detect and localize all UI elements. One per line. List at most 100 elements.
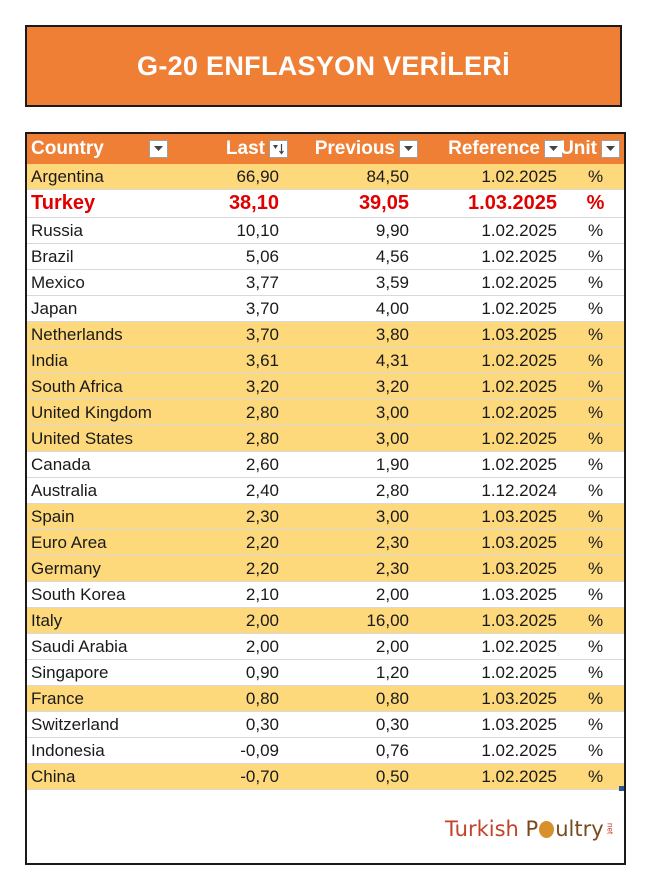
table-row[interactable]: Netherlands 3,70 3,80 1.03.2025% bbox=[27, 321, 624, 348]
cell-unit[interactable]: % bbox=[567, 555, 624, 582]
table-row[interactable]: South Africa 3,20 3,20 1.02.2025% bbox=[27, 373, 624, 400]
cell-previous[interactable]: 1,20 bbox=[292, 659, 422, 686]
cell-last[interactable]: 0,80 bbox=[172, 685, 292, 712]
cell-last[interactable]: 3,70 bbox=[172, 295, 292, 322]
cell-last[interactable]: 2,20 bbox=[172, 555, 292, 582]
cell-country[interactable]: Argentina bbox=[27, 164, 172, 190]
cell-unit[interactable]: % bbox=[567, 425, 624, 452]
table-row[interactable]: United Kingdom 2,80 3,00 1.02.2025% bbox=[27, 399, 624, 426]
cell-last[interactable]: 2,20 bbox=[172, 529, 292, 556]
table-row[interactable]: Brazil 5,06 4,56 1.02.2025% bbox=[27, 243, 624, 270]
cell-country[interactable]: Turkey bbox=[27, 189, 172, 218]
cell-last[interactable]: 3,70 bbox=[172, 321, 292, 348]
selection-fill-handle[interactable] bbox=[619, 786, 624, 791]
table-row[interactable]: Japan 3,70 4,00 1.02.2025% bbox=[27, 295, 624, 322]
cell-reference[interactable]: 1.02.2025 bbox=[422, 451, 567, 478]
cell-previous[interactable]: 2,30 bbox=[292, 555, 422, 582]
cell-reference[interactable]: 1.03.2025 bbox=[422, 529, 567, 556]
cell-reference[interactable]: 1.02.2025 bbox=[422, 763, 567, 790]
cell-last[interactable]: 2,10 bbox=[172, 581, 292, 608]
cell-previous[interactable]: 3,00 bbox=[292, 503, 422, 530]
cell-unit[interactable]: % bbox=[567, 763, 624, 790]
cell-unit[interactable]: % bbox=[567, 711, 624, 738]
cell-reference[interactable]: 1.03.2025 bbox=[422, 581, 567, 608]
table-row[interactable]: Argentina 66,90 84,50 1.02.2025% bbox=[27, 164, 624, 190]
table-row[interactable]: Italy 2,00 16,00 1.03.2025% bbox=[27, 607, 624, 634]
filter-dropdown-icon[interactable] bbox=[399, 140, 418, 158]
cell-country[interactable]: Saudi Arabia bbox=[27, 633, 172, 660]
cell-last[interactable]: 3,77 bbox=[172, 269, 292, 296]
cell-previous[interactable]: 2,00 bbox=[292, 633, 422, 660]
cell-country[interactable]: United States bbox=[27, 425, 172, 452]
cell-country[interactable]: Spain bbox=[27, 503, 172, 530]
cell-last[interactable]: 5,06 bbox=[172, 243, 292, 270]
cell-reference[interactable]: 1.02.2025 bbox=[422, 373, 567, 400]
cell-last[interactable]: 10,10 bbox=[172, 217, 292, 244]
filter-dropdown-icon[interactable] bbox=[544, 140, 563, 158]
cell-unit[interactable]: % bbox=[567, 189, 624, 218]
cell-country[interactable]: China bbox=[27, 763, 172, 790]
cell-country[interactable]: Australia bbox=[27, 477, 172, 504]
table-row[interactable]: China -0,70 0,50 1.02.2025% bbox=[27, 763, 624, 790]
cell-country[interactable]: South Korea bbox=[27, 581, 172, 608]
cell-reference[interactable]: 1.02.2025 bbox=[422, 633, 567, 660]
cell-last[interactable]: 66,90 bbox=[172, 164, 292, 190]
cell-previous[interactable]: 0,50 bbox=[292, 763, 422, 790]
cell-previous[interactable]: 0,80 bbox=[292, 685, 422, 712]
cell-last[interactable]: 2,00 bbox=[172, 633, 292, 660]
cell-reference[interactable]: 1.12.2024 bbox=[422, 477, 567, 504]
cell-unit[interactable]: % bbox=[567, 477, 624, 504]
cell-unit[interactable]: % bbox=[567, 581, 624, 608]
cell-reference[interactable]: 1.02.2025 bbox=[422, 737, 567, 764]
cell-country[interactable]: India bbox=[27, 347, 172, 374]
cell-unit[interactable]: % bbox=[567, 737, 624, 764]
cell-previous[interactable]: 3,59 bbox=[292, 269, 422, 296]
cell-country[interactable]: Singapore bbox=[27, 659, 172, 686]
table-row[interactable]: United States 2,80 3,00 1.02.2025% bbox=[27, 425, 624, 452]
cell-previous[interactable]: 0,30 bbox=[292, 711, 422, 738]
cell-reference[interactable]: 1.03.2025 bbox=[422, 321, 567, 348]
cell-reference[interactable]: 1.02.2025 bbox=[422, 425, 567, 452]
table-row[interactable]: Singapore 0,90 1,20 1.02.2025% bbox=[27, 659, 624, 686]
cell-unit[interactable]: % bbox=[567, 685, 624, 712]
table-row[interactable]: Turkey 38,10 39,05 1.03.2025% bbox=[27, 189, 624, 218]
cell-previous[interactable]: 9,90 bbox=[292, 217, 422, 244]
cell-previous[interactable]: 39,05 bbox=[292, 189, 422, 218]
cell-unit[interactable]: % bbox=[567, 633, 624, 660]
cell-previous[interactable]: 3,80 bbox=[292, 321, 422, 348]
cell-country[interactable]: Brazil bbox=[27, 243, 172, 270]
cell-country[interactable]: Japan bbox=[27, 295, 172, 322]
cell-country[interactable]: Germany bbox=[27, 555, 172, 582]
cell-previous[interactable]: 3,20 bbox=[292, 373, 422, 400]
table-row[interactable]: Russia 10,10 9,90 1.02.2025% bbox=[27, 217, 624, 244]
cell-previous[interactable]: 1,90 bbox=[292, 451, 422, 478]
cell-country[interactable]: Euro Area bbox=[27, 529, 172, 556]
cell-unit[interactable]: % bbox=[567, 217, 624, 244]
cell-reference[interactable]: 1.03.2025 bbox=[422, 607, 567, 634]
cell-reference[interactable]: 1.02.2025 bbox=[422, 217, 567, 244]
cell-previous[interactable]: 4,00 bbox=[292, 295, 422, 322]
cell-unit[interactable]: % bbox=[567, 451, 624, 478]
cell-country[interactable]: Italy bbox=[27, 607, 172, 634]
table-row[interactable]: France 0,80 0,80 1.03.2025% bbox=[27, 685, 624, 712]
cell-last[interactable]: 2,00 bbox=[172, 607, 292, 634]
cell-country[interactable]: South Africa bbox=[27, 373, 172, 400]
cell-unit[interactable]: % bbox=[567, 269, 624, 296]
cell-last[interactable]: 2,40 bbox=[172, 477, 292, 504]
cell-country[interactable]: Indonesia bbox=[27, 737, 172, 764]
table-row[interactable]: Spain 2,30 3,00 1.03.2025% bbox=[27, 503, 624, 530]
cell-country[interactable]: Mexico bbox=[27, 269, 172, 296]
cell-unit[interactable]: % bbox=[567, 321, 624, 348]
cell-last[interactable]: 3,20 bbox=[172, 373, 292, 400]
cell-last[interactable]: 38,10 bbox=[172, 189, 292, 218]
table-row[interactable]: Mexico 3,77 3,59 1.02.2025% bbox=[27, 269, 624, 296]
cell-reference[interactable]: 1.02.2025 bbox=[422, 243, 567, 270]
cell-previous[interactable]: 2,00 bbox=[292, 581, 422, 608]
table-row[interactable]: Indonesia -0,09 0,76 1.02.2025% bbox=[27, 737, 624, 764]
cell-reference[interactable]: 1.02.2025 bbox=[422, 659, 567, 686]
cell-last[interactable]: -0,09 bbox=[172, 737, 292, 764]
cell-previous[interactable]: 2,80 bbox=[292, 477, 422, 504]
table-row[interactable]: Canada 2,60 1,90 1.02.2025% bbox=[27, 451, 624, 478]
cell-previous[interactable]: 4,56 bbox=[292, 243, 422, 270]
table-row[interactable]: Germany 2,20 2,30 1.03.2025% bbox=[27, 555, 624, 582]
